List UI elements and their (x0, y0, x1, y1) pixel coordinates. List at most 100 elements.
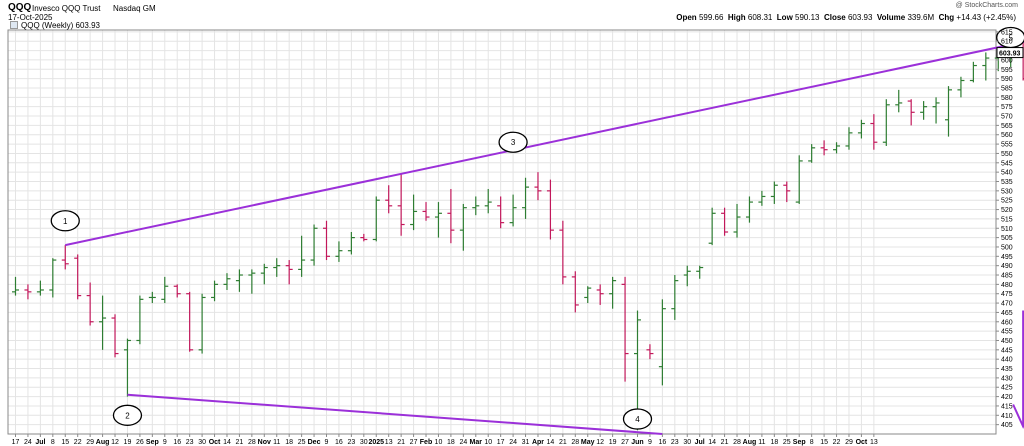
wave-label-text: 5 (1008, 33, 1013, 42)
price-bars (12, 41, 1024, 431)
legend-swatch (10, 21, 18, 29)
chart-legend: QQQ (Weekly) 603.93 (10, 21, 100, 30)
x-tick-label: 13 (385, 439, 393, 446)
price-bar (982, 52, 990, 81)
price-bar (410, 194, 418, 231)
close-value: 603.93 (847, 13, 873, 22)
price-bar (86, 282, 94, 326)
price-bar (310, 224, 318, 266)
x-tick-label: 15 (61, 439, 69, 446)
x-tick-label: 17 (497, 439, 505, 446)
y-tick-label: 515 (1001, 216, 1013, 223)
y-tick-label: 445 (1001, 347, 1013, 354)
x-tick-label: 22 (74, 439, 82, 446)
price-bar (820, 140, 828, 156)
y-tick-label: 430 (1001, 375, 1013, 382)
price-bar (198, 293, 206, 354)
y-tick-label: 560 (1001, 132, 1013, 139)
x-tick-label: Jul (35, 439, 45, 446)
last-price-label: 603.93 (999, 50, 1021, 57)
y-tick-label: 600 (1001, 57, 1013, 64)
price-bar (472, 196, 480, 216)
low-value: 590.13 (795, 13, 820, 22)
upper-trendline (65, 40, 1024, 247)
price-bar (497, 196, 505, 229)
x-tick-label: Oct (209, 439, 221, 446)
price-bar (621, 276, 629, 382)
price-bar (285, 260, 293, 285)
price-bar (945, 86, 952, 137)
price-bar (683, 265, 691, 287)
x-tick-label: 9 (163, 439, 167, 446)
x-tick-label: Jun (631, 439, 643, 446)
price-bar (61, 245, 69, 270)
x-tick-label: 29 (86, 439, 94, 446)
price-bar (36, 280, 44, 296)
y-tick-label: 540 (1001, 170, 1013, 177)
price-bar (173, 284, 181, 298)
x-tick-label: 9 (648, 439, 652, 446)
price-bar (434, 202, 442, 238)
x-tick-label: 14 (708, 439, 716, 446)
open-value: 599.66 (698, 13, 724, 22)
x-tick-label: 24 (509, 439, 517, 446)
y-tick-label: 575 (1001, 104, 1013, 111)
x-tick-label: 22 (833, 439, 841, 446)
down-arrow (1012, 310, 1024, 429)
price-bar (671, 275, 679, 320)
price-bar (907, 99, 915, 126)
price-bar (658, 299, 666, 386)
y-tick-label: 485 (1001, 273, 1013, 280)
x-tick-label: 2025 (368, 439, 384, 446)
price-bar (136, 295, 144, 345)
wave-label-text: 1 (63, 217, 68, 226)
price-bar (211, 280, 219, 302)
y-tick-label: 550 (1001, 151, 1013, 158)
wave-label-circle (622, 408, 653, 430)
wave-label-text: 4 (635, 415, 640, 424)
chart-date: 17-Oct-2025 (8, 13, 53, 22)
y-tick-label: 525 (1001, 198, 1013, 205)
x-tick-label: 28 (733, 439, 741, 446)
y-tick-label: 545 (1001, 160, 1013, 167)
x-tick-label: 23 (671, 439, 679, 446)
low-label: Low (776, 13, 793, 22)
y-tick-label: 585 (1001, 85, 1013, 92)
change-label: Chg (938, 13, 955, 22)
y-tick-label: 450 (1001, 338, 1013, 345)
price-bar (870, 114, 878, 150)
x-tick-label: Nov (258, 439, 271, 446)
y-tick-label: 490 (1001, 263, 1013, 270)
last-price-box (996, 47, 1024, 59)
y-tick-label: 500 (1001, 244, 1013, 251)
price-bar (957, 76, 965, 98)
x-tick-label: 24 (24, 439, 32, 446)
x-tick-label: 16 (658, 439, 666, 446)
y-tick-label: 425 (1001, 385, 1013, 392)
price-bar (546, 179, 554, 240)
price-bar (571, 271, 579, 313)
y-axis: 405 410 415 420 425 430 435 440 445 450 455 460 465 4… (996, 29, 1024, 429)
price-bar (509, 194, 517, 227)
x-tick-label: Feb (420, 439, 432, 446)
plot-frame (7, 29, 997, 435)
price-bar (845, 127, 853, 150)
close-label: Close (823, 13, 846, 22)
price-bar (148, 291, 156, 304)
price-bar (123, 338, 131, 397)
x-tick-label: 11 (758, 439, 765, 446)
price-bar (920, 101, 928, 120)
x-tick-label: 30 (198, 439, 206, 446)
x-tick-label: 14 (547, 439, 555, 446)
security-name: Invesco QQQ Trust (32, 4, 101, 13)
x-tick-label: 16 (335, 439, 343, 446)
wave-label-text: 2 (125, 411, 130, 420)
y-tick-label: 455 (1001, 329, 1013, 336)
x-tick-label: 26 (136, 439, 144, 446)
price-bar (745, 196, 753, 223)
y-tick-label: 405 (1001, 422, 1013, 429)
y-tick-label: 410 (1001, 413, 1013, 420)
price-bar (111, 314, 119, 358)
volume-label: Volume (876, 13, 906, 22)
price-bar (447, 188, 455, 244)
